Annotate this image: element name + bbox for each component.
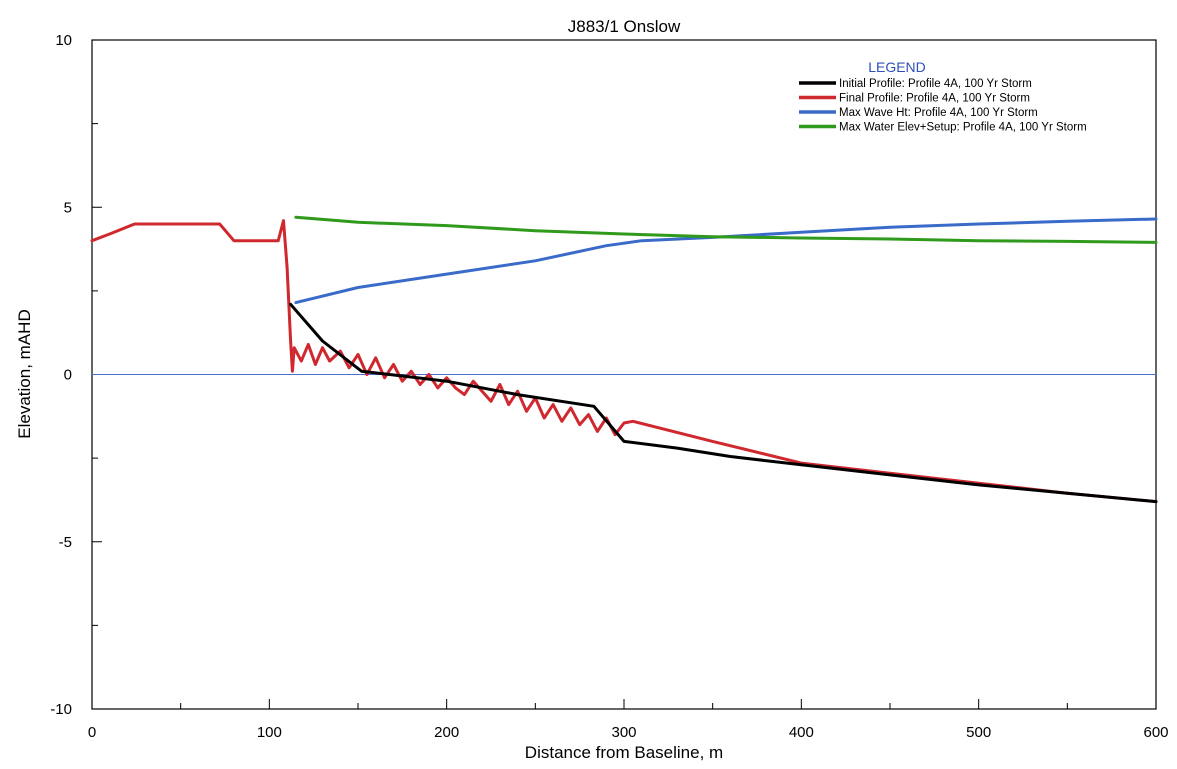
x-axis-title: Distance from Baseline, m: [525, 743, 723, 762]
legend-label: Initial Profile: Profile 4A, 100 Yr Stor…: [839, 78, 1032, 90]
y-tick-label: -5: [59, 534, 72, 551]
y-tick-label: 5: [64, 199, 72, 216]
y-axis-title: Elevation, mAHD: [15, 309, 34, 438]
legend: LEGEND Initial Profile: Profile 4A, 100 …: [799, 59, 1087, 134]
chart-title: J883/1 Onslow: [568, 17, 681, 36]
legend-items: Initial Profile: Profile 4A, 100 Yr Stor…: [799, 78, 1087, 134]
x-tick-label: 600: [1143, 724, 1168, 741]
x-tick-label: 500: [966, 724, 991, 741]
y-tick-label: 10: [55, 32, 72, 49]
legend-label: Final Profile: Profile 4A, 100 Yr Storm: [839, 93, 1030, 105]
legend-title: LEGEND: [868, 59, 926, 75]
legend-label: Max Water Elev+Setup: Profile 4A, 100 Yr…: [839, 122, 1087, 134]
axis-tick-labels: 0 100 200 300 400 500 600 -10 -5 0 5 10: [50, 32, 1168, 741]
x-tick-label: 0: [88, 724, 96, 741]
series-line-max-wave-ht: [294, 217, 1158, 305]
series-line-final-profile: [90, 219, 1158, 504]
x-tick-label: 200: [434, 724, 459, 741]
y-tick-label: 0: [64, 367, 72, 384]
series-line-max-water-elev-setup: [294, 215, 1158, 244]
series-layer: [90, 215, 1158, 504]
legend-label: Max Wave Ht: Profile 4A, 100 Yr Storm: [839, 107, 1038, 119]
y-tick-label: -10: [50, 701, 72, 718]
x-tick-label: 100: [257, 724, 282, 741]
x-tick-label: 300: [611, 724, 636, 741]
series-line-initial-profile: [289, 302, 1158, 504]
x-tick-label: 400: [789, 724, 814, 741]
